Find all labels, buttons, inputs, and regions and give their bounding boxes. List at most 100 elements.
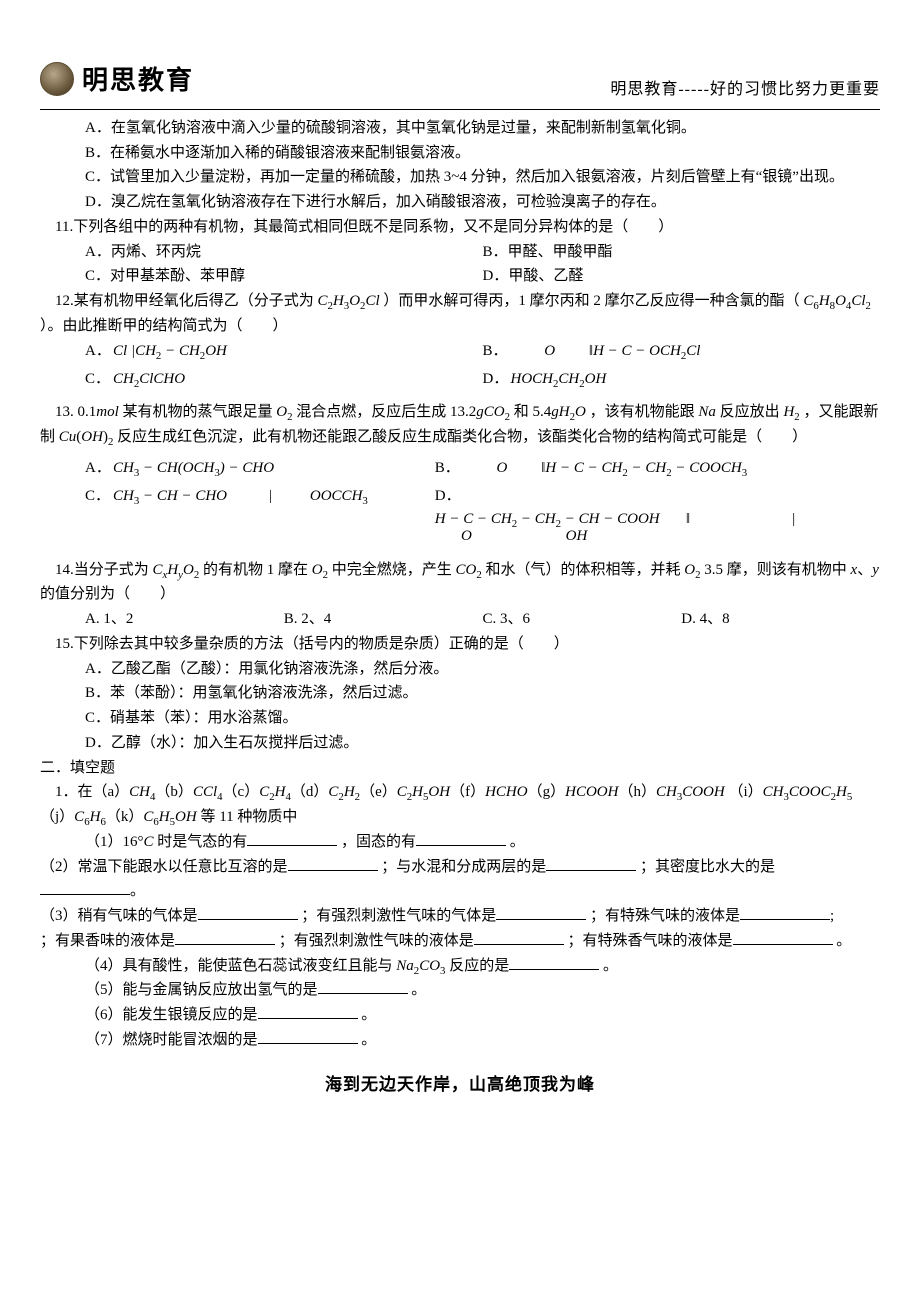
blank (546, 856, 636, 871)
q15-c: C．硝基苯（苯）：用水浴蒸馏。 (40, 706, 880, 731)
q13-opts: A．CH3 − CH(OCH3) − CHO B． O ‖H − C − CH2… (85, 456, 880, 552)
q14-b: B. 2、4 (284, 607, 483, 632)
fill1-p3-b: ；有强烈刺激性气味的气体是 (301, 908, 496, 924)
q12-b-label: B． (483, 339, 511, 364)
fill1-p1: （1）16°C 时是气态的有 ，固态的有 。 (40, 830, 880, 855)
q12-stem-pre: 12.某有机物甲经氧化后得乙（分子式为 (55, 293, 314, 309)
q10-opt-a: A．在氢氧化钠溶液中滴入少量的硫酸铜溶液，其中氢氧化钠是过量，来配制新制氢氧化铜… (40, 116, 880, 141)
brand-name: 明思教育 (82, 60, 194, 103)
q15-a: A．乙酸乙酯（乙酸）：用氯化钠溶液洗涤，然后分液。 (40, 657, 880, 682)
q11-stem: 11.下列各组中的两种有机物，其最简式相同但既不是同系物，又不是同分异构体的是（… (40, 215, 880, 240)
q13-b: O ‖H − C − CH2 − CH2 − COOCH3 (463, 460, 747, 476)
blank (509, 955, 599, 970)
q12-stem-end: ）。由此推断甲的结构简式为（ ） (40, 318, 288, 334)
blank (198, 905, 298, 920)
q13-a: CH3 − CH(OCH3) − CHO (113, 460, 274, 476)
q13-d-label: D． (435, 484, 463, 509)
q13-c-label: C． (85, 484, 113, 509)
fill1-stem: 1．在（a）CH4（b）CCl4（c）C2H4（d）C2H2（e）C2H5OH（… (40, 780, 880, 830)
blank (40, 880, 130, 895)
fill1-p3-e: ；有强烈刺激性气味的液体是 (279, 933, 474, 949)
blank (416, 831, 506, 846)
page-footer: 海到无边天作岸，山高绝顶我为峰 (40, 1071, 880, 1099)
q14-c: C. 3、6 (483, 607, 682, 632)
q12-d: HOCH2CH2OH (511, 371, 607, 387)
fill1-p2: （2）常温下能跟水以任意比互溶的是 ；与水混和分成两层的是 ；其密度比水大的是 … (40, 855, 880, 905)
page: 明思教育 明思教育-----好的习惯比努力更重要 A．在氢氧化钠溶液中滴入少量的… (0, 0, 920, 1129)
tagline: 明思教育-----好的习惯比努力更重要 (610, 77, 880, 103)
q12-a-label: A． (85, 339, 113, 364)
fill1-p5-a: （5）能与金属钠反应放出氢气的是 (85, 982, 318, 998)
spacer (40, 392, 880, 400)
blank (258, 1004, 358, 1019)
fill1-p5-b: 。 (411, 982, 426, 998)
header-rule (40, 109, 880, 110)
fill1-p3-c: ；有特殊气味的液体是 (590, 908, 740, 924)
fill1-p4-b: 。 (603, 958, 618, 974)
fill1-p2-a: （2）常温下能跟水以任意比互溶的是 (40, 859, 288, 875)
fill1-p2-c: ；其密度比水大的是 (640, 859, 775, 875)
fill1-p2-d: 。 (130, 883, 145, 899)
q12-a: Cl |CH2 − CH2OH (113, 343, 227, 359)
q12-d-label: D． (483, 367, 511, 392)
blank (474, 930, 564, 945)
section-2-heading: 二．填空题 (40, 756, 880, 781)
q13-b-label: B． (435, 456, 463, 481)
q13-stem: 13. 0.1mol 某有机物的蒸气跟足量 O2 混合点燃，反应后生成 13.2… (40, 400, 880, 450)
q13-a-label: A． (85, 456, 113, 481)
fill1-p7-b: 。 (361, 1032, 376, 1048)
header-left: 明思教育 (40, 60, 194, 103)
q10-opt-d: D．溴乙烷在氢氧化钠溶液存在下进行水解后，加入硝酸银溶液，可检验溴离子的存在。 (40, 190, 880, 215)
fill1-p3: （3）稍有气味的气体是 ；有强烈刺激性气味的气体是 ；有特殊气味的液体是; ；有… (40, 904, 880, 954)
q11-opts: A．丙烯、环丙烷 B．甲醛、甲酸甲酯 C．对甲基苯酚、苯甲醇 D．甲酸、乙醛 (40, 240, 880, 290)
fill1-p1-a: （1）16°C 时是气态的有 (85, 834, 247, 850)
q12-c-label: C． (85, 367, 113, 392)
blank (733, 930, 833, 945)
fill1-p6-b: 。 (361, 1007, 376, 1023)
logo-icon (40, 62, 74, 96)
fill1-p4: （4）具有酸性，能使蓝色石蕊试液变红且能与 Na2CO3 反应的是 。 (40, 954, 880, 979)
fill1-p3-d: ；有果香味的液体是 (40, 933, 175, 949)
fill1-p6-a: （6）能发生银镜反应的是 (85, 1007, 258, 1023)
fill1-p3-f: ；有特殊香气味的液体是 (568, 933, 733, 949)
fill1-p2-b: ；与水混和分成两层的是 (381, 859, 546, 875)
q13-c: CH3 − CH − CHO | OOCCH3 (113, 488, 368, 504)
fill1-p4-a: （4）具有酸性，能使蓝色石蕊试液变红且能与 Na2CO3 反应的是 (85, 958, 509, 974)
q12-b: O ‖H − C − OCH2Cl (511, 343, 701, 359)
q14-d: D. 4、8 (681, 607, 880, 632)
fill1-p7: （7）燃烧时能冒浓烟的是 。 (40, 1028, 880, 1053)
q11-b: B．甲醛、甲酸甲酯 (483, 240, 881, 265)
q14-stem: 14.当分子式为 CxHyO2 的有机物 1 摩在 O2 中完全燃烧，产生 CO… (40, 558, 880, 608)
q11-c: C．对甲基苯酚、苯甲醇 (85, 264, 483, 289)
q15-d: D．乙醇（水）：加入生石灰搅拌后过滤。 (40, 731, 880, 756)
q12-stem-mid: ）而甲水解可得丙，1 摩尔丙和 2 摩尔乙反应得一种含氯的酯（ (383, 293, 799, 309)
fill1-p6: （6）能发生银镜反应的是 。 (40, 1003, 880, 1028)
q14-a: A. 1、2 (85, 607, 284, 632)
q12-c: CH2ClCHO (113, 371, 185, 387)
fill1-p1-c: 。 (510, 834, 525, 850)
q10-opt-b: B．在稀氨水中逐渐加入稀的硝酸银溶液来配制银氨溶液。 (40, 141, 880, 166)
blank (318, 979, 408, 994)
q13-d: H − C − CH2 − CH2 − CH − COOH ‖ | O OH (435, 520, 880, 536)
q12-stem: 12.某有机物甲经氧化后得乙（分子式为 C2H3O2Cl ）而甲水解可得丙，1 … (40, 289, 880, 339)
blank (175, 930, 275, 945)
blank (288, 856, 378, 871)
fill1-p7-a: （7）燃烧时能冒浓烟的是 (85, 1032, 258, 1048)
blank (258, 1029, 358, 1044)
q15-b: B．苯（苯酚）：用氢氧化钠溶液洗涤，然后过滤。 (40, 681, 880, 706)
q15-stem: 15.下列除去其中较多量杂质的方法（括号内的物质是杂质）正确的是（ ） (40, 632, 880, 657)
fill1-p5: （5）能与金属钠反应放出氢气的是 。 (40, 978, 880, 1003)
q12-opts: A．Cl |CH2 − CH2OH B． O ‖H − C − OCH2Cl C… (85, 339, 880, 393)
page-header: 明思教育 明思教育-----好的习惯比努力更重要 (40, 60, 880, 103)
blank (740, 905, 830, 920)
q12-mol1: C2H3O2Cl (318, 293, 380, 309)
blank (247, 831, 337, 846)
fill1-p3-a: （3）稍有气味的气体是 (40, 908, 198, 924)
q12-mol2: C6H8O4Cl2 (803, 293, 871, 309)
fill1-p1-b: ，固态的有 (341, 834, 416, 850)
q10-opt-c: C．试管里加入少量淀粉，再加一定量的稀硫酸，加热 3~4 分钟，然后加入银氨溶液… (85, 165, 880, 190)
q11-a: A．丙烯、环丙烷 (85, 240, 483, 265)
blank (496, 905, 586, 920)
q11-d: D．甲酸、乙醛 (483, 264, 881, 289)
fill1-p3-g: 。 (836, 933, 851, 949)
